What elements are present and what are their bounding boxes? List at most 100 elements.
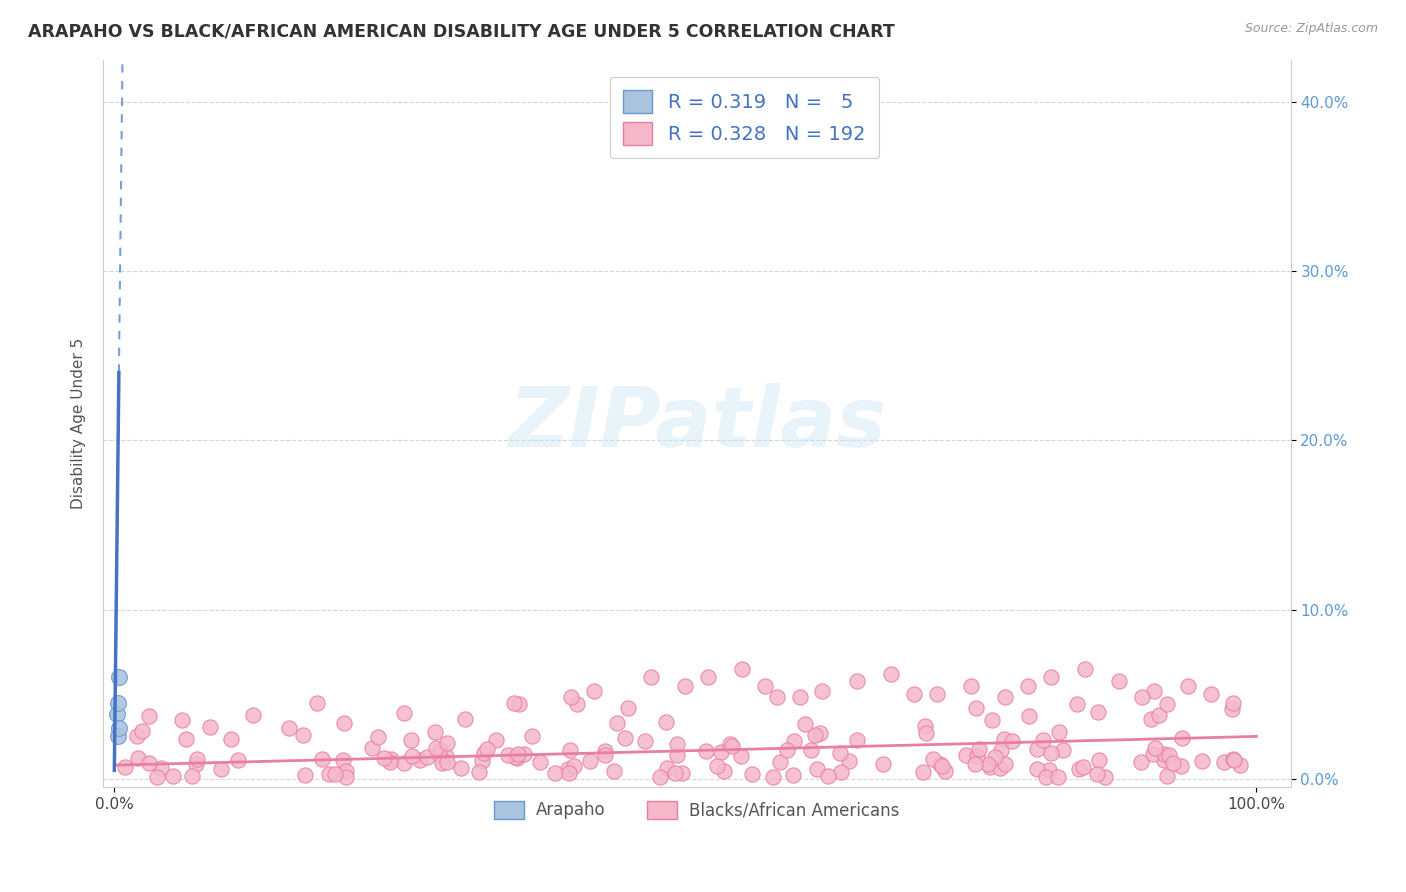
Point [1156, 697, 1178, 711]
Point [138, 709, 160, 723]
Point [1157, 748, 1180, 763]
Point [318, 767, 340, 781]
Text: ZIPatlas: ZIPatlas [508, 383, 886, 464]
Point [959, 679, 981, 693]
Point [718, 737, 741, 751]
Point [1170, 731, 1192, 745]
Point [430, 756, 453, 770]
Point [1066, 698, 1088, 712]
Point [401, 748, 423, 763]
Point [543, 765, 565, 780]
Point [582, 683, 605, 698]
Point [503, 696, 526, 710]
Point [664, 766, 686, 780]
Point [1038, 763, 1060, 777]
Point [929, 757, 952, 772]
Point [186, 756, 208, 771]
Point [665, 738, 688, 752]
Point [1149, 708, 1171, 723]
Point [186, 752, 208, 766]
Point [655, 761, 678, 775]
Point [880, 666, 903, 681]
Point [1047, 770, 1070, 784]
Point [963, 756, 986, 771]
Point [1017, 679, 1039, 693]
Point [242, 708, 264, 723]
Point [503, 749, 526, 764]
Point [176, 731, 198, 746]
Point [979, 759, 1001, 773]
Point [505, 750, 527, 764]
Point [673, 679, 696, 693]
Point [427, 747, 450, 761]
Point [1140, 713, 1163, 727]
Point [1142, 683, 1164, 698]
Point [713, 764, 735, 778]
Point [108, 670, 131, 684]
Point [399, 732, 422, 747]
Point [150, 760, 173, 774]
Point [914, 719, 936, 733]
Point [367, 730, 389, 744]
Point [436, 755, 458, 769]
Point [513, 747, 536, 762]
Point [392, 706, 415, 720]
Point [990, 743, 1012, 757]
Point [1220, 702, 1243, 716]
Point [226, 753, 249, 767]
Point [606, 716, 628, 731]
Point [697, 670, 720, 684]
Point [830, 765, 852, 780]
Point [467, 764, 489, 779]
Y-axis label: Disability Age Under 5: Disability Age Under 5 [72, 338, 86, 509]
Point [125, 729, 148, 743]
Point [634, 734, 657, 748]
Point [966, 748, 988, 763]
Point [558, 765, 581, 780]
Point [429, 743, 451, 757]
Point [1163, 756, 1185, 770]
Point [1071, 759, 1094, 773]
Point [967, 742, 990, 756]
Point [335, 764, 357, 779]
Point [1142, 747, 1164, 761]
Point [1039, 670, 1062, 684]
Point [434, 749, 457, 764]
Point [392, 756, 415, 770]
Point [671, 765, 693, 780]
Point [994, 756, 1017, 771]
Point [782, 734, 804, 748]
Point [107, 730, 129, 744]
Point [409, 753, 432, 767]
Point [1069, 763, 1091, 777]
Point [567, 697, 589, 711]
Point [335, 770, 357, 784]
Point [472, 746, 495, 760]
Point [721, 739, 744, 754]
Point [731, 662, 754, 676]
Point [800, 742, 823, 756]
Point [741, 767, 763, 781]
Point [911, 764, 934, 779]
Point [508, 747, 530, 761]
Point [1222, 696, 1244, 710]
Point [278, 722, 301, 736]
Point [730, 749, 752, 764]
Point [520, 729, 543, 743]
Point [423, 725, 446, 739]
Point [1223, 753, 1246, 767]
Point [931, 759, 953, 773]
Point [1026, 762, 1049, 776]
Point [332, 753, 354, 767]
Point [804, 728, 827, 742]
Legend: Arapaho, Blacks/African Americans: Arapaho, Blacks/African Americans [488, 794, 905, 826]
Point [665, 747, 688, 762]
Point [817, 769, 839, 783]
Point [617, 700, 640, 714]
Point [198, 720, 221, 734]
Point [1032, 733, 1054, 747]
Point [965, 701, 987, 715]
Point [915, 725, 938, 739]
Point [311, 752, 333, 766]
Point [475, 742, 498, 756]
